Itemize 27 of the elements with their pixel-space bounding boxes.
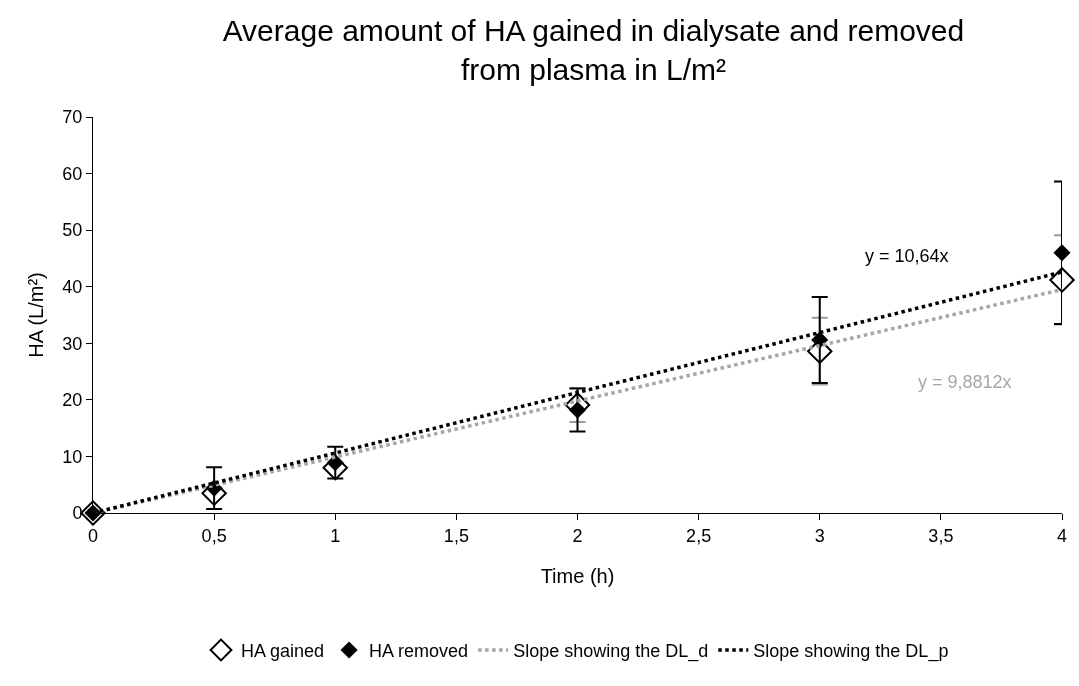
x-tick-label: 3,5	[928, 525, 954, 546]
x-tick-label: 1	[330, 525, 341, 546]
x-tick-label: 2	[572, 525, 583, 546]
x-tick-label: 3	[814, 525, 825, 546]
x-tick-label: 4	[1056, 525, 1068, 546]
point	[1053, 244, 1071, 261]
annotation: y = 9,8812x	[918, 372, 1012, 392]
legend-label: Slope showing the DL_p	[753, 641, 949, 663]
y-tick-label: 10	[62, 446, 83, 467]
y-tick-label: 70	[62, 107, 83, 128]
point	[811, 331, 828, 349]
annotation: y = 10,64x	[865, 246, 949, 266]
legend-label: HA gained	[241, 641, 325, 662]
legend-label: HA removed	[369, 641, 469, 662]
x-tick-label: 1,5	[443, 525, 469, 546]
x-axis-title: Time (h)	[540, 565, 615, 587]
y-tick-label: 20	[62, 390, 83, 411]
y-axis-title: HA (L/m²)	[25, 272, 47, 358]
y-tick-label: 60	[62, 163, 83, 184]
y-tick-label: 30	[62, 333, 83, 354]
y-tick-label: 50	[62, 220, 83, 241]
x-tick-label: 0,5	[201, 525, 227, 546]
chart-title: Average amount of HA gained in dialysate and removed from plasma in L/m²	[222, 14, 965, 87]
x-tick-label: 2,5	[686, 525, 712, 546]
y-tick-label: 40	[62, 277, 83, 298]
legend-label: Slope showing the DL_d	[513, 641, 709, 663]
x-tick-label: 0	[87, 525, 99, 546]
